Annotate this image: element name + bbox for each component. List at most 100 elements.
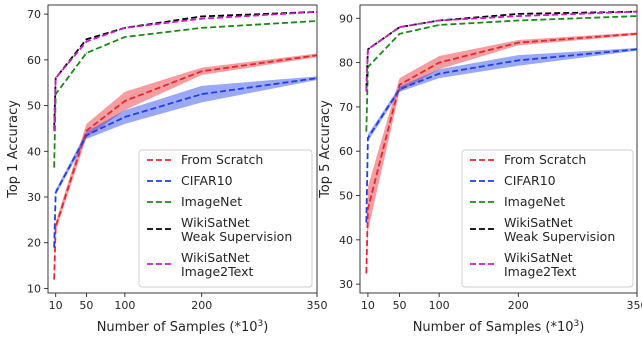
data-point [85, 40, 88, 43]
data-point [438, 19, 440, 22]
y-tick-label: 20 [27, 237, 41, 250]
data-point [55, 191, 57, 194]
y-tick-label: 30 [339, 278, 353, 291]
data-point [365, 130, 367, 132]
x-tick-label: 100 [114, 299, 135, 312]
legend-label: ImageNet [504, 194, 565, 209]
x-tick-label: 50 [393, 299, 407, 312]
series-line [365, 10, 638, 92]
x-axis-label: Number of Samples (*103) [97, 319, 269, 335]
x-axis-label: Number of Samples (*103) [413, 319, 585, 335]
data-point [438, 24, 440, 26]
data-point [517, 13, 519, 15]
chart-panel-2: 30 40 50 60 70 80 90 10 50 100 200 350 Number of Sam… [318, 4, 642, 335]
legend: From Scratch CIFAR10 ImageNet WikiSatNet Wea… [461, 149, 634, 288]
data-point [85, 52, 88, 54]
series-line [365, 48, 638, 223]
data-point [517, 15, 519, 17]
x-tick-label: 50 [79, 299, 93, 312]
data-point [316, 54, 318, 56]
data-point [398, 33, 401, 35]
data-point [438, 62, 440, 64]
data-point [636, 15, 638, 17]
data-point [438, 73, 440, 75]
legend-label: ImageNet [181, 194, 242, 209]
data-point [124, 27, 126, 29]
y-tick-label: 40 [27, 145, 41, 158]
data-point [316, 11, 318, 13]
data-point [636, 33, 638, 35]
legend-label: WikiSatNet Weak Supervision [504, 215, 615, 244]
data-point [201, 70, 203, 72]
data-point [53, 166, 55, 168]
y-tick-label: 90 [339, 12, 353, 25]
data-point [517, 42, 519, 44]
y-tick-label: 50 [27, 100, 41, 113]
data-point [398, 84, 401, 86]
series-line [365, 15, 638, 132]
data-point [517, 19, 519, 22]
x-tick-label: 200 [508, 299, 529, 312]
legend-box [138, 149, 313, 288]
y-tick-label: 10 [27, 282, 41, 295]
series-line [53, 10, 318, 131]
data-point [365, 90, 367, 92]
y-tick-label: 40 [339, 234, 353, 247]
y-axis-label: Top 1 Accuracy [6, 100, 21, 199]
data-point [201, 18, 203, 20]
data-point [316, 77, 318, 79]
legend-box [461, 149, 634, 288]
x-tick-label: 10 [49, 299, 63, 312]
data-point [398, 26, 401, 28]
x-tick-label: 100 [429, 299, 450, 312]
data-point [53, 246, 55, 248]
legend-label: WikiSatNet Weak Supervision [181, 215, 292, 244]
plot-frame [47, 4, 318, 294]
legend-label: WikiSatNet Image2Text [504, 250, 576, 279]
data-point [85, 38, 88, 40]
data-point [53, 278, 55, 280]
series-line [53, 77, 318, 248]
y-tick-label: 70 [339, 101, 353, 114]
y-axis-label: Top 5 Accuracy [318, 100, 333, 199]
data-point [85, 134, 88, 136]
data-point [124, 100, 126, 102]
x-tick-label: 200 [191, 299, 212, 312]
data-point [367, 48, 369, 50]
data-point [398, 88, 401, 90]
data-point [201, 93, 203, 95]
data-point [201, 15, 203, 18]
legend-label: CIFAR10 [181, 173, 233, 188]
legend-label: WikiSatNet Image2Text [181, 250, 253, 279]
data-point [124, 116, 126, 118]
legend: From Scratch CIFAR10 ImageNet WikiSatNet Wea… [138, 149, 313, 288]
data-point [55, 77, 57, 79]
series-line [53, 10, 318, 129]
data-point [517, 59, 519, 61]
legend-label: From Scratch [504, 152, 586, 167]
chart-panel-1: 10 20 30 40 50 60 70 10 50 100 200 350 Number of Sam… [6, 4, 328, 335]
data-point [365, 221, 367, 223]
y-tick-label: 60 [27, 54, 41, 67]
data-point [636, 11, 638, 13]
data-point [85, 130, 88, 132]
data-point [365, 272, 367, 274]
y-tick-label: 60 [339, 145, 353, 158]
plot-frame [359, 4, 638, 294]
series-line [53, 20, 318, 168]
x-tick-label: 10 [361, 299, 375, 312]
data-point [636, 48, 638, 50]
y-tick-label: 50 [339, 190, 353, 203]
y-tick-label: 70 [27, 8, 41, 21]
data-point [201, 27, 203, 29]
x-tick-label: 350 [627, 299, 642, 312]
data-point [316, 20, 318, 22]
series-band [54, 53, 318, 284]
data-point [53, 130, 55, 132]
legend-label: From Scratch [181, 152, 263, 167]
y-tick-label: 30 [27, 191, 41, 204]
data-point [367, 208, 369, 210]
data-point [124, 36, 126, 38]
legend-label: CIFAR10 [504, 173, 556, 188]
